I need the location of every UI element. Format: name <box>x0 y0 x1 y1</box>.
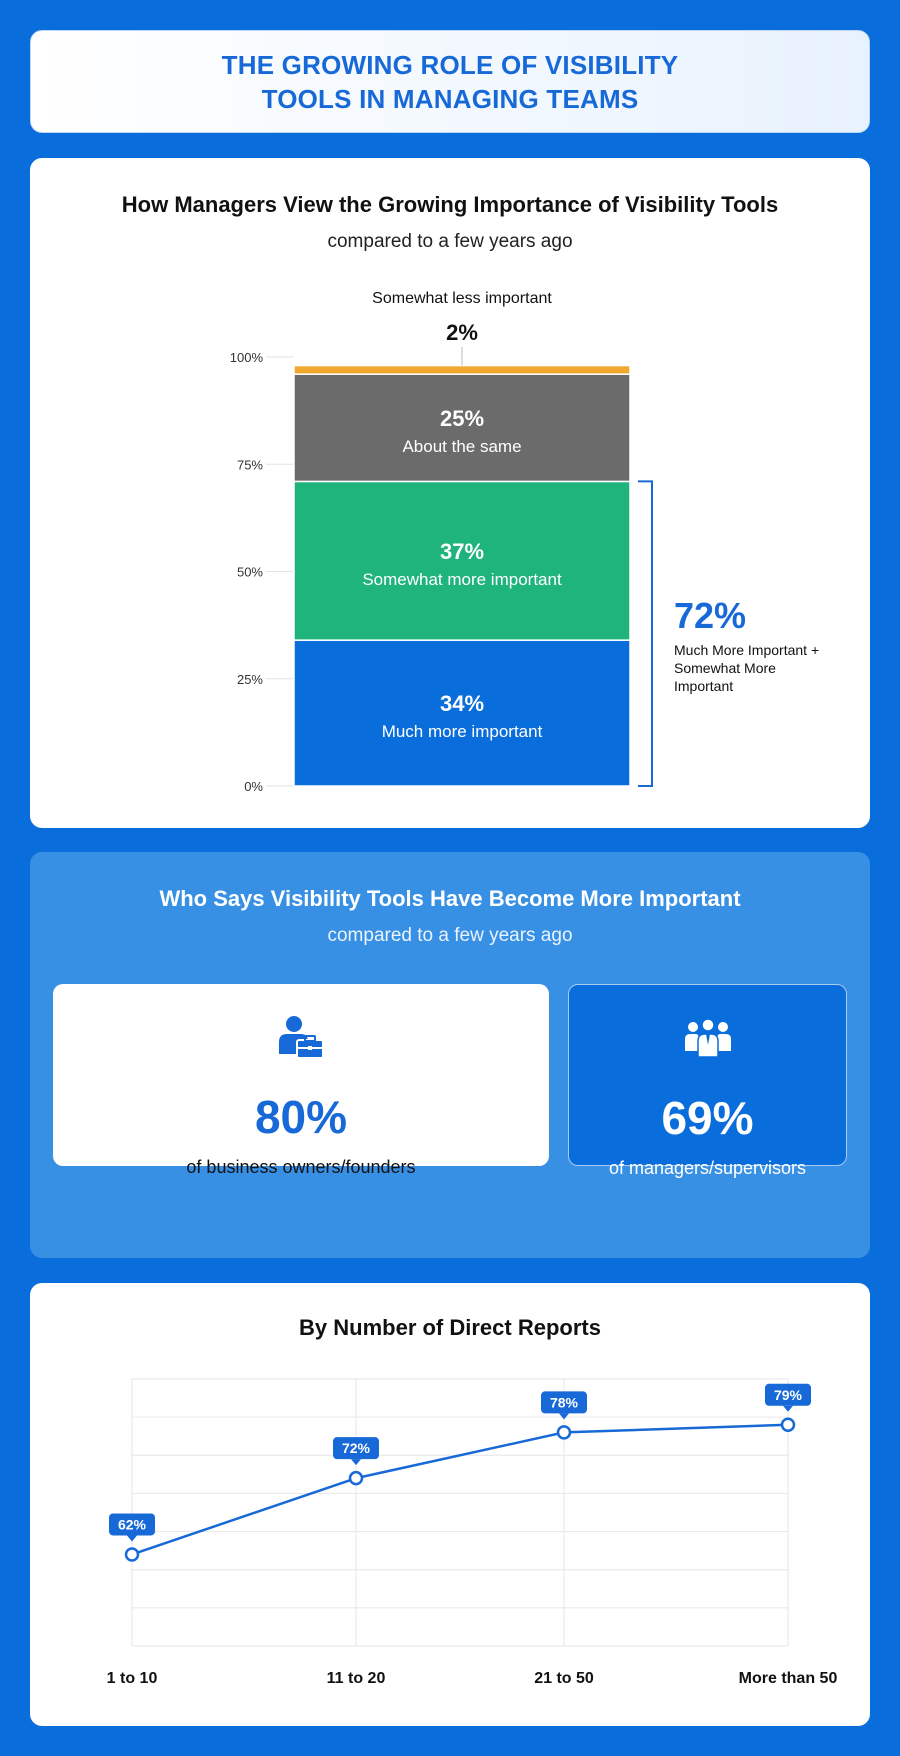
segment-much-more <box>293 639 631 787</box>
data-label-pointer <box>559 1413 569 1420</box>
segment-somewhat-less-value: 2% <box>446 320 478 345</box>
data-point <box>348 1470 364 1486</box>
series-line <box>131 1423 789 1556</box>
x-category-label: 1 to 10 <box>107 1670 158 1687</box>
data-label-box <box>541 1391 587 1414</box>
owners-card: 80% of business owners/founders <box>53 984 549 1177</box>
y-tick-label: 75% <box>237 457 263 472</box>
segment-much-more-name: Much more important <box>382 722 543 741</box>
importance-chart-subtitle: compared to a few years ago <box>327 231 573 252</box>
data-label-pointer <box>127 1535 137 1542</box>
segment-somewhat-more <box>293 480 631 641</box>
bracket-label: Much More Important + <box>674 642 819 658</box>
y-tick-label: 100% <box>230 350 264 365</box>
managers-card: 69% of managers/supervisors <box>568 984 847 1178</box>
importance-chart-title: How Managers View the Growing Importance… <box>121 192 779 217</box>
data-label: 78% <box>550 1394 579 1410</box>
y-tick-label: 25% <box>237 672 263 687</box>
line-chart: 62% 1 to 10 72% 11 to 20 78% 21 to 50 79% More … <box>107 1378 838 1687</box>
bracket-label: Somewhat More <box>674 660 776 676</box>
stacked-bar-chart: 0% 25% 50% 75% 100% 34% Much more important 37%… <box>230 290 819 794</box>
managers-group-icon <box>684 1018 731 1058</box>
segment-much-more-value: 34% <box>440 691 484 716</box>
who-panel: Who Says Visibility Tools Have Become Mo… <box>30 852 870 1258</box>
x-category-label: More than 50 <box>739 1670 838 1687</box>
segment-same <box>293 373 631 483</box>
data-point <box>124 1547 140 1562</box>
direct-reports-title: By Number of Direct Reports <box>299 1315 601 1340</box>
managers-label: of managers/supervisors <box>608 1158 807 1178</box>
segment-same-name: About the same <box>402 437 521 456</box>
importance-chart-panel: How Managers View the Growing Importance… <box>30 158 870 828</box>
title-banner: THE GROWING ROLE OF VISIBILITY TOOLS IN … <box>30 30 870 133</box>
data-label: 79% <box>774 1387 803 1403</box>
segment-somewhat-more-name: Somewhat more important <box>362 570 562 589</box>
data-label-box <box>109 1513 155 1536</box>
bracket-value: 72% <box>674 595 746 636</box>
bracket <box>638 480 653 787</box>
page-title: THE GROWING ROLE OF VISIBILITY TOOLS IN … <box>221 49 679 114</box>
who-title: Who Says Visibility Tools Have Become Mo… <box>159 886 741 911</box>
data-label-pointer <box>351 1459 361 1466</box>
data-label: 62% <box>118 1516 147 1532</box>
data-point <box>780 1417 796 1433</box>
bracket-label: Important <box>674 678 733 694</box>
who-subtitle: compared to a few years ago <box>327 925 573 946</box>
x-category-label: 11 to 20 <box>327 1670 386 1687</box>
owners-label: of business owners/founders <box>186 1157 416 1177</box>
segment-same-value: 25% <box>440 406 484 431</box>
y-tick-label: 50% <box>237 565 263 580</box>
data-label-pointer <box>783 1405 793 1412</box>
owners-percent: 80% <box>254 1091 348 1143</box>
data-label: 72% <box>342 1440 371 1456</box>
direct-reports-panel: By Number of Direct Reports 62% 1 to 10 72… <box>30 1283 870 1726</box>
managers-percent: 69% <box>661 1092 754 1144</box>
data-label-box <box>333 1437 379 1460</box>
x-category-label: 21 to 50 <box>534 1670 594 1687</box>
business-owner-icon <box>279 1016 324 1059</box>
segment-somewhat-less <box>293 364 631 375</box>
y-tick-label: 0% <box>244 779 263 794</box>
data-point <box>556 1425 572 1440</box>
data-label-box <box>765 1383 811 1406</box>
segment-somewhat-less-name: Somewhat less important <box>372 290 552 307</box>
segment-somewhat-more-value: 37% <box>440 539 484 564</box>
